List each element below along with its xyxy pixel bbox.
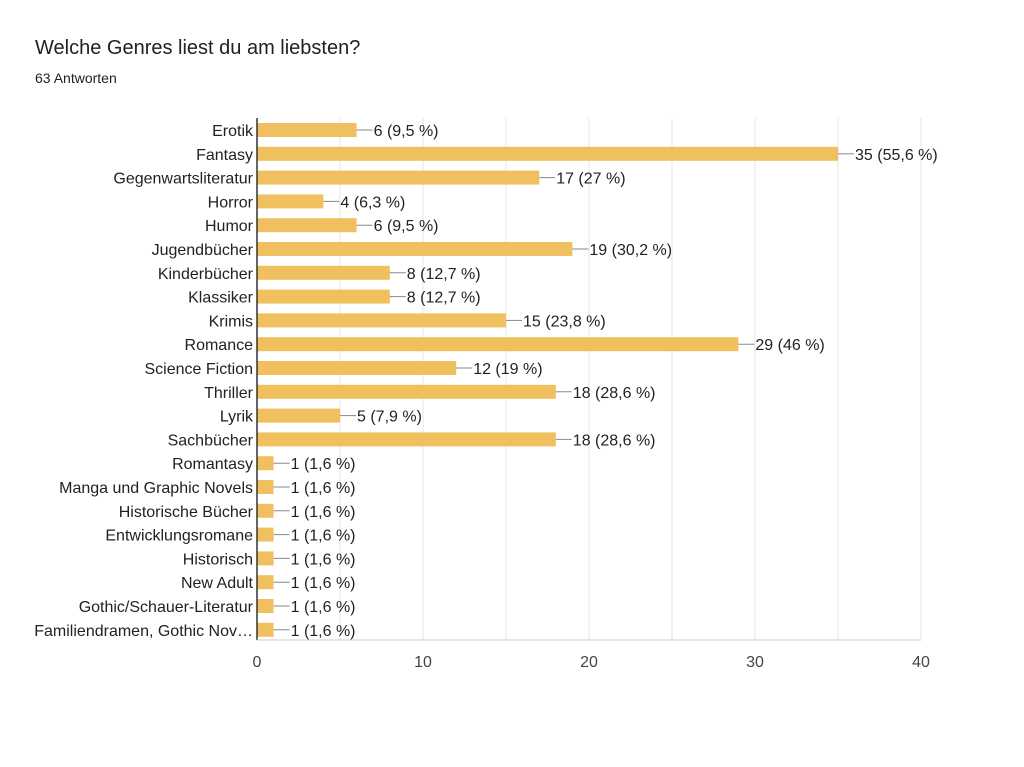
- category-label: Historische Bücher: [119, 504, 254, 521]
- bar[interactable]: [257, 194, 324, 209]
- bar[interactable]: [257, 456, 274, 471]
- response-count: 63 Antworten: [35, 70, 117, 86]
- data-label: 1 (1,6 %): [291, 551, 356, 568]
- category-label: Thriller: [204, 385, 254, 402]
- bar[interactable]: [257, 337, 739, 352]
- category-label: Historisch: [183, 551, 253, 568]
- bar[interactable]: [257, 622, 274, 637]
- bar[interactable]: [257, 599, 274, 613]
- category-label: Romantasy: [172, 456, 253, 473]
- data-label: 6 (9,5 %): [374, 123, 439, 140]
- axes: 0 10 20 30 40: [253, 118, 930, 671]
- x-tick-label: 20: [580, 654, 598, 671]
- category-label: Familiendramen, Gothic Nov…: [34, 623, 253, 640]
- category-label: Romance: [185, 337, 254, 354]
- x-tick-label: 10: [414, 654, 432, 671]
- data-label: 1 (1,6 %): [291, 504, 356, 521]
- data-label: 1 (1,6 %): [291, 528, 356, 545]
- category-label: Lyrik: [220, 409, 254, 426]
- x-tick-label: 40: [912, 654, 930, 671]
- category-label: Entwicklungsromane: [105, 528, 253, 545]
- chart-title: Welche Genres liest du am liebsten?: [35, 37, 361, 59]
- bar[interactable]: [257, 265, 390, 280]
- data-label: 8 (12,7 %): [407, 266, 481, 283]
- data-label: 29 (46 %): [755, 337, 824, 354]
- bar[interactable]: [257, 146, 838, 161]
- data-label: 1 (1,6 %): [291, 480, 356, 497]
- category-label: Sachbücher: [168, 432, 254, 449]
- bar[interactable]: [257, 503, 274, 518]
- category-label: New Adult: [181, 575, 254, 592]
- data-label: 18 (28,6 %): [573, 432, 656, 449]
- category-label: Kinderbücher: [158, 266, 254, 283]
- bar[interactable]: [257, 551, 274, 566]
- bar[interactable]: [257, 361, 457, 375]
- data-label: 17 (27 %): [556, 171, 625, 188]
- category-label: Erotik: [212, 123, 254, 140]
- category-label: Gothic/Schauer-Literatur: [79, 599, 254, 616]
- category-label: Horror: [208, 194, 254, 211]
- data-label: 1 (1,6 %): [291, 599, 356, 616]
- data-label: 18 (28,6 %): [573, 385, 656, 402]
- bar[interactable]: [257, 289, 390, 304]
- category-label: Science Fiction: [145, 361, 254, 378]
- bar[interactable]: [257, 123, 357, 137]
- category-label: Krimis: [209, 313, 253, 330]
- bar[interactable]: [257, 313, 506, 328]
- bars: [257, 123, 838, 637]
- x-tick-label: 30: [746, 654, 764, 671]
- category-label: Klassiker: [188, 290, 254, 307]
- category-label: Manga und Graphic Novels: [59, 480, 253, 497]
- bar[interactable]: [257, 527, 274, 542]
- bar[interactable]: [257, 218, 357, 233]
- category-label: Humor: [205, 218, 254, 235]
- data-label: 12 (19 %): [473, 361, 542, 378]
- data-label: 1 (1,6 %): [291, 456, 356, 473]
- data-label: 6 (9,5 %): [374, 218, 439, 235]
- bar[interactable]: [257, 170, 540, 185]
- bar[interactable]: [257, 408, 340, 423]
- labels: Erotik 6 (9,5 %) Fantasy 35 (55,6 %) Gegenwa…: [34, 123, 937, 640]
- x-tick-label: 0: [253, 654, 262, 671]
- data-label: 1 (1,6 %): [291, 623, 356, 640]
- data-label: 8 (12,7 %): [407, 290, 481, 307]
- data-label: 19 (30,2 %): [589, 242, 672, 259]
- bar[interactable]: [257, 575, 274, 590]
- data-label: 15 (23,8 %): [523, 313, 606, 330]
- data-label: 4 (6,3 %): [340, 194, 405, 211]
- bar[interactable]: [257, 432, 556, 447]
- bar[interactable]: [257, 480, 274, 494]
- bar[interactable]: [257, 242, 573, 256]
- data-label: 5 (7,9 %): [357, 409, 422, 426]
- category-label: Gegenwartsliteratur: [113, 171, 253, 188]
- category-label: Fantasy: [196, 147, 253, 164]
- data-label: 35 (55,6 %): [855, 147, 938, 164]
- data-label: 1 (1,6 %): [291, 575, 356, 592]
- bar[interactable]: [257, 384, 556, 399]
- gridlines: [339, 118, 922, 640]
- category-label: Jugendbücher: [152, 242, 254, 259]
